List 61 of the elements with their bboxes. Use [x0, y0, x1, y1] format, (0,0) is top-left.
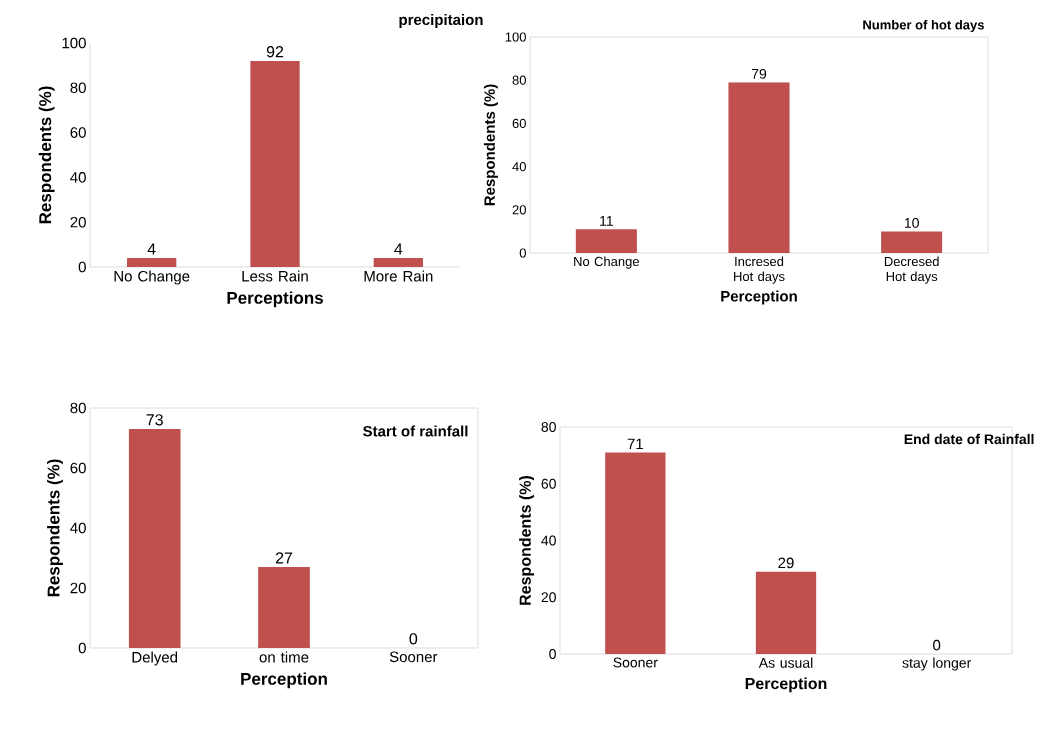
x-tick-label: Sooner	[613, 657, 658, 668]
data-label: 0	[933, 639, 941, 651]
x-axis-title: Perception	[241, 672, 327, 689]
y-tick-label: 100	[505, 32, 526, 42]
y-tick-label: 80	[70, 402, 86, 414]
y-tick-label: 80	[512, 75, 526, 85]
data-label: 29	[778, 557, 794, 569]
data-label: 0	[409, 633, 418, 645]
x-tick-label: Less Rain	[242, 270, 308, 282]
y-axis-title: Respondents (%)	[47, 459, 63, 597]
x-tick-label: No Change	[574, 256, 639, 269]
data-label: 11	[600, 216, 613, 226]
x-tick-label: More Rain	[364, 270, 433, 282]
y-tick-label: 100	[62, 37, 86, 49]
data-label: 73	[146, 414, 163, 426]
bar	[728, 82, 790, 253]
x-tick-label: As usual	[758, 657, 813, 668]
y-tick-label: 0	[519, 248, 526, 258]
data-label: 79	[751, 68, 767, 79]
y-tick-label: 40	[70, 172, 86, 183]
x-tick-label: Decresed Hot days	[884, 256, 939, 284]
x-tick-label: on time	[259, 651, 309, 663]
y-axis-title: Respondents (%)	[483, 84, 498, 206]
y-axis-title: Respondents (%)	[519, 475, 535, 605]
data-label: 4	[394, 243, 403, 255]
chart-title: End date of Rainfall	[904, 433, 1034, 445]
x-tick-label: stay longer	[902, 657, 972, 671]
data-label: 71	[627, 438, 643, 450]
y-tick-label: 20	[512, 205, 526, 215]
bar	[881, 231, 943, 253]
x-axis-title: Perception	[745, 677, 827, 693]
y-tick-label: 80	[70, 82, 86, 94]
y-tick-label: 40	[512, 161, 526, 172]
text: Start of rainfall	[363, 425, 468, 437]
y-tick-label: 60	[70, 462, 86, 474]
x-axis-title: Perceptions	[227, 291, 323, 308]
y-tick-label: 20	[70, 216, 86, 228]
y-tick-label: 60	[512, 118, 526, 128]
x-tick-label: No Change	[114, 270, 190, 285]
chart-title: Number of hot days	[863, 19, 984, 33]
y-tick-label: 60	[541, 478, 556, 489]
data-label: 10	[904, 217, 919, 228]
bar	[575, 229, 637, 253]
x-axis-title: Perception	[721, 290, 797, 305]
chart-title: precipitaion	[399, 14, 483, 28]
y-tick-label: 0	[78, 261, 86, 273]
x-tick-label: Sooner	[389, 651, 438, 663]
data-label: 4	[147, 243, 156, 255]
y-tick-label: 60	[70, 127, 86, 138]
data-label: 27	[275, 552, 293, 564]
y-tick-label: 40	[541, 535, 556, 546]
y-tick-label: 0	[549, 649, 556, 659]
x-tick-label: Delyed	[132, 651, 178, 666]
x-tick-label: Incresed Hot days	[734, 256, 785, 284]
y-tick-label: 20	[541, 592, 556, 603]
y-tick-label: 0	[78, 642, 86, 654]
data-label: 92	[266, 46, 284, 58]
y-tick-label: 20	[70, 582, 86, 594]
y-axis-title: Respondents (%)	[38, 86, 55, 224]
y-tick-label: 40	[70, 522, 86, 534]
y-tick-label: 80	[541, 422, 556, 432]
